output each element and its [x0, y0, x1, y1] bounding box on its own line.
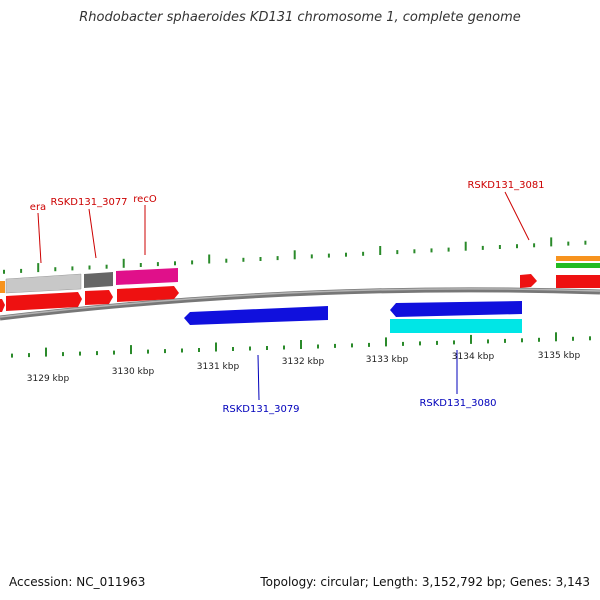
outer-scale-ticks	[3, 237, 587, 274]
leader-rskd131-3081	[504, 191, 530, 241]
gene-reco-arrow[interactable]	[117, 286, 179, 302]
map-title: Rhodobacter sphaeroides KD131 chromosome…	[79, 10, 521, 25]
scale-label: 3134 kbp	[452, 352, 495, 362]
chromosome-backbone	[0, 287, 600, 321]
accession-label: Accession: NC_011963	[9, 575, 146, 589]
feature-orange-track[interactable]	[556, 256, 600, 261]
feature-orange-left-stub[interactable]	[0, 281, 5, 293]
gene-label[interactable]: RSKD131_3079	[222, 404, 299, 415]
scale-label: 3129 kbp	[27, 374, 70, 384]
scale-label: 3131 kbp	[197, 362, 240, 372]
gene-rskd131-3077-gray[interactable]	[84, 272, 113, 288]
gene-rskd131-3080-arrow[interactable]	[390, 301, 522, 317]
gene-rskd131-3081-small-arrow[interactable]	[520, 274, 537, 288]
leader-rskd131-3079	[257, 354, 260, 401]
scale-label: 3132 kbp	[282, 357, 325, 367]
gene-label[interactable]: recO	[133, 194, 157, 205]
inner-scale-ticks	[11, 332, 591, 358]
scale-label: 3130 kbp	[112, 367, 155, 377]
gene-left-partial-arrow[interactable]	[0, 299, 5, 312]
gene-right-large-arrow[interactable]	[556, 275, 600, 288]
gene-rskd131-3077-arrow[interactable]	[85, 290, 113, 305]
gene-label[interactable]: RSKD131_3077	[50, 197, 127, 208]
gene-reco-magenta[interactable]	[116, 268, 178, 285]
genome-stats-label: Topology: circular; Length: 3,152,792 bp…	[260, 575, 590, 589]
gene-era-arrow[interactable]	[6, 292, 82, 311]
gene-rskd131-3079-arrow[interactable]	[184, 306, 328, 325]
gene-label[interactable]: era	[30, 202, 46, 213]
scale-label: 3135 kbp	[538, 351, 581, 361]
gene-label[interactable]: RSKD131_3081	[467, 180, 544, 191]
scale-label: 3133 kbp	[366, 355, 409, 365]
gene-labels: era RSKD131_3077 recO RSKD131_3081 RSKD131_3…	[30, 180, 545, 415]
feature-green-track[interactable]	[556, 263, 600, 268]
gene-era-gray[interactable]	[5, 273, 82, 294]
leader-rskd131-3077	[88, 208, 97, 259]
gene-label[interactable]: RSKD131_3080	[419, 398, 496, 409]
leader-era	[37, 212, 42, 264]
chromosome-backbone-highlight	[0, 288, 600, 318]
gene-rskd131-3080-cyan-track[interactable]	[390, 319, 522, 333]
scale-labels: 3129 kbp 3130 kbp 3131 kbp 3132 kbp 3133 kbp…	[27, 351, 581, 384]
